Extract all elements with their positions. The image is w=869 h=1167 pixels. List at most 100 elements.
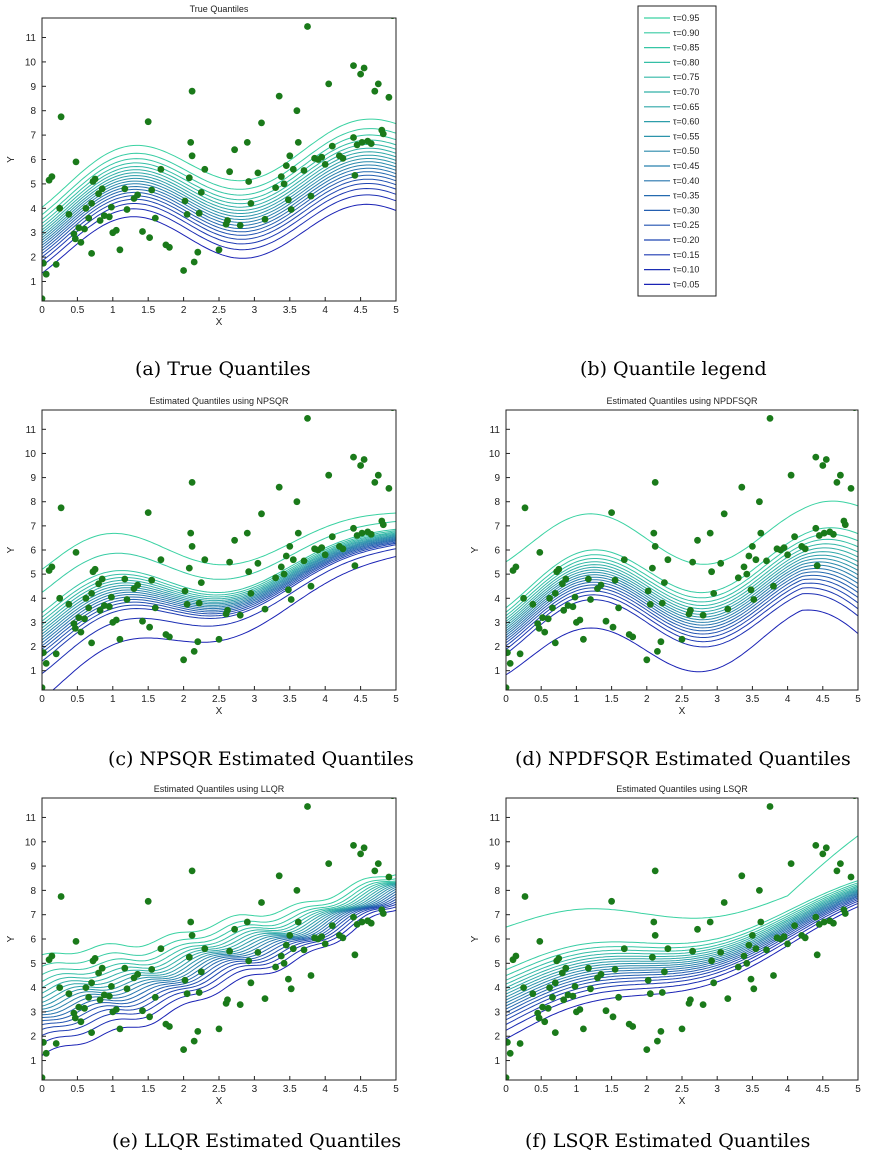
- data-point-c-15: [82, 594, 90, 602]
- data-point-d-53: [664, 556, 672, 564]
- ytick-label-e-6: 7: [30, 910, 36, 921]
- xtick-label-d-5: 2.5: [675, 694, 689, 705]
- data-point-c-72: [286, 543, 294, 550]
- data-point-f-84: [787, 860, 795, 867]
- legend-entry-10: τ=0.45: [673, 161, 699, 171]
- data-point-e-10: [71, 1014, 79, 1022]
- quantile-line-c-17: [42, 548, 396, 674]
- data-point-c-13: [77, 628, 85, 636]
- data-point-c-36: [146, 623, 154, 631]
- data-point-f-18: [551, 979, 559, 987]
- caption-f: (f) LSQR Estimated Quantiles: [525, 1130, 811, 1152]
- data-point-f-39: [620, 945, 628, 953]
- data-point-e-6: [56, 984, 64, 991]
- points-a: [42, 18, 395, 301]
- xlabel-d: X: [679, 706, 686, 717]
- xtick-label-a-2: 1: [110, 305, 116, 316]
- data-point-e-2: [42, 1049, 50, 1057]
- data-point-a-58: [231, 146, 239, 154]
- quantile-line-e-0: [42, 874, 396, 956]
- data-point-e-47: [188, 867, 196, 875]
- data-point-d-47: [651, 479, 659, 486]
- ylabel-a: Y: [6, 156, 17, 163]
- plot-c: Estimated Quantiles using NPSQR 0 0.5 1 1.5 2…: [6, 396, 399, 717]
- data-point-f-100: [841, 910, 849, 917]
- xtick-label-e-10: 5: [393, 1084, 399, 1095]
- quantile-line-a-12: [42, 171, 396, 249]
- data-point-a-8: [65, 211, 73, 218]
- data-point-f-89: [812, 913, 820, 921]
- legend-entry-15: τ=0.20: [673, 235, 699, 245]
- ytick-label-f-4: 5: [494, 959, 500, 970]
- curves-e: [42, 874, 396, 1056]
- data-point-f-64: [720, 899, 728, 906]
- data-point-d-6: [520, 594, 527, 602]
- quantile-line-a-18: [42, 203, 396, 274]
- data-point-e-94: [360, 844, 368, 852]
- data-point-a-66: [272, 184, 279, 192]
- data-point-e-0: [42, 1074, 46, 1080]
- data-point-c-28: [112, 616, 120, 624]
- data-point-d-37: [611, 576, 619, 584]
- xtick-label-d-2: 1: [574, 694, 580, 705]
- data-point-d-18: [551, 590, 559, 597]
- quantile-line-f-1: [506, 880, 858, 971]
- quantile-line-a-4: [42, 143, 396, 228]
- data-point-d-50: [657, 638, 665, 646]
- ytick-label-e-8: 9: [30, 862, 36, 873]
- data-point-d-62: [710, 590, 718, 597]
- data-point-e-34: [139, 1007, 146, 1015]
- data-point-d-15: [546, 594, 553, 602]
- quantile-line-d-4: [506, 543, 858, 620]
- quantile-line-c-13: [42, 540, 396, 650]
- data-point-e-85: [328, 922, 336, 929]
- data-point-c-60: [243, 529, 251, 537]
- data-point-d-20: [555, 565, 563, 573]
- ytick-label-d-4: 5: [494, 570, 500, 581]
- data-point-d-71: [747, 586, 755, 594]
- data-point-d-48: [651, 543, 659, 550]
- ytick-label-a-8: 9: [30, 82, 36, 93]
- xtick-label-f-8: 4: [785, 1084, 791, 1095]
- quantile-line-d-12: [506, 571, 858, 639]
- data-point-d-2: [506, 660, 514, 667]
- data-point-e-54: [215, 1025, 223, 1033]
- data-point-d-33: [597, 581, 605, 589]
- data-point-d-46: [650, 529, 658, 537]
- ytick-label-c-0: 1: [30, 666, 36, 677]
- data-point-d-78: [766, 415, 774, 422]
- data-point-d-68: [740, 563, 748, 571]
- data-point-e-11: [72, 938, 80, 945]
- data-point-a-101: [385, 93, 393, 101]
- data-point-d-10: [535, 625, 543, 632]
- quantile-line-e-15: [42, 901, 396, 1030]
- quantile-line-f-12: [506, 894, 858, 1010]
- data-point-d-44: [646, 600, 654, 608]
- data-point-a-6: [56, 204, 64, 212]
- data-point-c-93: [358, 529, 366, 537]
- xtick-label-d-8: 4: [785, 694, 791, 705]
- data-point-e-13: [77, 1018, 85, 1026]
- data-point-f-54: [678, 1025, 686, 1033]
- ytick-label-f-1: 2: [494, 1032, 500, 1043]
- xtick-label-c-8: 4: [322, 694, 328, 705]
- ytick-label-c-2: 3: [30, 618, 36, 629]
- ytick-label-d-1: 2: [494, 642, 500, 653]
- ytick-label-c-3: 4: [30, 594, 36, 605]
- ytick-label-d-3: 4: [494, 594, 500, 605]
- data-point-c-71: [285, 586, 292, 594]
- data-point-d-21: [558, 580, 566, 588]
- data-point-c-92: [357, 462, 364, 469]
- data-point-d-72: [749, 543, 756, 550]
- xlabel-c: X: [216, 706, 223, 717]
- data-point-f-28: [576, 1006, 584, 1013]
- ytick-label-d-8: 9: [494, 473, 500, 484]
- data-point-c-48: [188, 543, 196, 550]
- plot-title-d: Estimated Quantiles using NPDFSQR: [606, 396, 758, 406]
- data-point-e-7: [57, 893, 65, 900]
- data-point-f-76: [757, 918, 765, 926]
- data-point-a-7: [57, 113, 65, 121]
- data-point-d-29: [580, 635, 587, 643]
- legend-entry-2: τ=0.85: [673, 43, 699, 53]
- data-point-a-67: [275, 92, 283, 100]
